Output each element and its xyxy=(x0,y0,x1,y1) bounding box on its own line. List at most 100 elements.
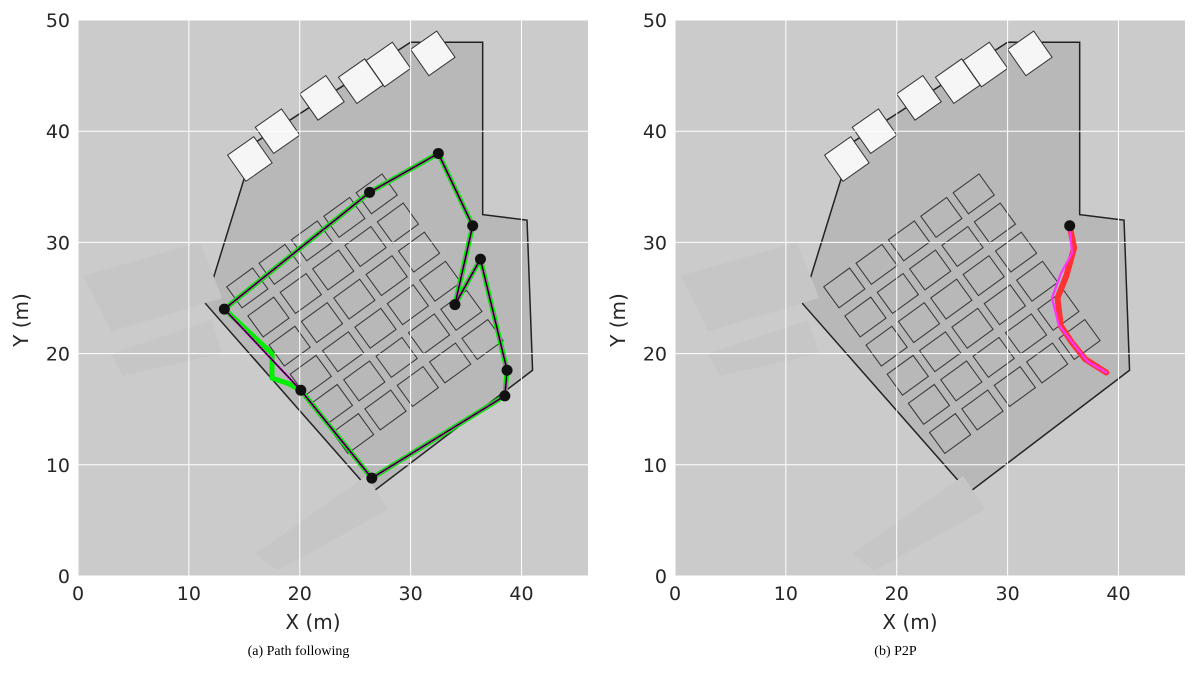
grid xyxy=(674,19,1185,577)
map-cubicle xyxy=(247,296,290,338)
map-cubicle xyxy=(311,249,355,291)
map-bottom-corridor xyxy=(255,475,389,571)
map-cubicle xyxy=(418,260,462,302)
y-axis-label: Y (m) xyxy=(606,293,630,348)
map-cubicle xyxy=(1037,289,1080,331)
y-tick-label: 10 xyxy=(46,455,70,477)
waypoint-marker xyxy=(501,364,513,376)
map-floor xyxy=(204,41,534,494)
map-cubicle xyxy=(1058,318,1101,361)
y-tick-label: 0 xyxy=(655,566,667,588)
waypoint-marker xyxy=(467,220,479,232)
y-tick-label: 10 xyxy=(643,455,667,477)
waypoint-marker xyxy=(1064,220,1076,232)
map-cubicle xyxy=(951,307,994,349)
map-cubicle xyxy=(907,383,951,426)
x-tick-label: 0 xyxy=(669,583,681,605)
x-tick-label: 40 xyxy=(1106,583,1130,605)
map-room xyxy=(895,74,942,121)
x-tick-label: 30 xyxy=(399,583,423,605)
map-cubicle xyxy=(354,307,397,349)
map-cubicle xyxy=(940,360,983,402)
map-cubicle xyxy=(289,354,333,396)
map-cubicle xyxy=(941,225,984,268)
map-left-wing-2 xyxy=(708,320,820,376)
panel-p2p: 0 10 20 30 40 0 10 20 30 40 50 X (m) Y (m) (b) P2P xyxy=(597,0,1194,677)
map-cubicle xyxy=(279,272,323,315)
map-floor xyxy=(801,41,1131,494)
occupancy-map xyxy=(83,30,534,571)
map-cubicle xyxy=(983,284,1027,326)
map-cubicle xyxy=(343,360,386,402)
map-room xyxy=(1006,30,1053,77)
map-room xyxy=(962,41,1009,88)
x-tick-label: 20 xyxy=(885,583,909,605)
map-cubicle xyxy=(355,173,399,215)
x-tick-label: 10 xyxy=(774,583,798,605)
map-cubicle xyxy=(300,302,344,344)
waypoint-marker xyxy=(432,147,444,159)
map-cubicle xyxy=(928,412,972,455)
map-cubicles xyxy=(226,173,504,455)
map-cubicle xyxy=(844,296,887,338)
map-room xyxy=(823,136,870,182)
map-cubicle xyxy=(333,278,376,320)
x-axis-label: X (m) xyxy=(285,610,340,634)
map-cubicle xyxy=(962,255,1005,297)
map-left-wing xyxy=(680,242,820,332)
map-room xyxy=(298,74,345,121)
map-cubicle xyxy=(323,196,366,239)
y-tick-label: 30 xyxy=(46,232,70,254)
caption-path-following: (a) Path following xyxy=(247,644,350,659)
map-cubicle xyxy=(908,249,952,291)
y-tick-label: 0 xyxy=(58,566,70,588)
y-axis-label: Y (m) xyxy=(9,293,33,348)
map-cubicle xyxy=(865,325,908,367)
x-tick-label: 10 xyxy=(177,583,201,605)
x-tick-label: 20 xyxy=(288,583,312,605)
map-cubicle xyxy=(365,255,408,297)
waypoint-marker xyxy=(295,384,307,396)
map-cubicle xyxy=(1004,313,1048,355)
map-cubicle xyxy=(952,173,996,215)
waypoint-marker xyxy=(474,253,486,265)
x-tick-label: 0 xyxy=(72,583,84,605)
map-room xyxy=(365,41,412,88)
y-tick-label: 20 xyxy=(46,344,70,366)
map-left-wing-2 xyxy=(111,320,223,376)
x-tick-label: 40 xyxy=(509,583,533,605)
y-tick-label: 20 xyxy=(643,344,667,366)
map-cubicle xyxy=(344,225,387,268)
panel-path-following: 0 10 20 30 40 0 10 20 30 40 50 X (m) Y (m) (a) Path … xyxy=(9,10,588,659)
map-cubicle xyxy=(375,336,418,379)
map-cubicle xyxy=(930,278,973,320)
map-cubicle xyxy=(823,267,866,309)
y-tick-label: 30 xyxy=(643,232,667,254)
map-cubicle xyxy=(386,284,430,326)
waypoint-marker xyxy=(364,186,376,198)
map-room xyxy=(409,30,456,77)
map-room xyxy=(226,136,273,182)
chart-path-following: 0 10 20 30 40 0 10 20 30 40 50 X (m) Y (m) xyxy=(9,10,588,634)
waypoint-marker xyxy=(499,390,511,402)
map-cubicle xyxy=(886,354,930,396)
waypoint-marker xyxy=(449,299,461,311)
caption-p2p: (b) P2P xyxy=(874,644,917,659)
map-cubicle xyxy=(855,243,898,286)
y-tick-label: 50 xyxy=(46,10,70,32)
map-cubicle xyxy=(918,331,962,373)
map-cubicle xyxy=(961,389,1004,431)
chart-p2p: 0 10 20 30 40 0 10 20 30 40 50 X (m) Y (m) xyxy=(606,10,1185,634)
map-cubicle xyxy=(331,412,375,455)
map-bottom-corridor xyxy=(852,475,986,571)
waypoint-marker xyxy=(218,303,230,315)
y-tick-label: 40 xyxy=(643,121,667,143)
map-cubicle xyxy=(887,220,931,262)
map-cubicles xyxy=(823,173,1101,455)
map-left-wing xyxy=(83,242,223,332)
map-cubicle xyxy=(972,336,1015,379)
map-cubicle xyxy=(897,302,941,344)
waypoint-marker xyxy=(366,472,378,484)
series-line xyxy=(1050,224,1108,374)
x-tick-label: 30 xyxy=(996,583,1020,605)
